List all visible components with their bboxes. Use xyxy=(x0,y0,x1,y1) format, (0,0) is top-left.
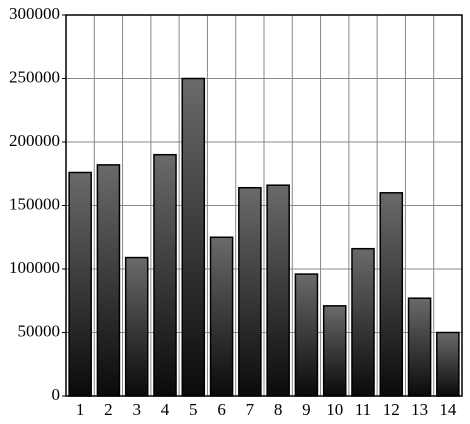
y-tick-label: 0 xyxy=(52,385,61,404)
y-tick-label: 50000 xyxy=(18,321,61,340)
x-tick-label: 7 xyxy=(246,400,255,419)
x-tick-label: 3 xyxy=(132,400,141,419)
bar xyxy=(124,256,149,397)
bar xyxy=(209,236,234,397)
bar xyxy=(407,297,432,397)
x-tick-label: 6 xyxy=(217,400,226,419)
x-tick-label: 5 xyxy=(189,400,198,419)
y-tick-label: 200000 xyxy=(9,131,60,150)
x-tick-label: 14 xyxy=(439,400,457,419)
bar xyxy=(68,171,92,397)
bar xyxy=(266,184,290,397)
bar xyxy=(379,192,404,397)
x-tick-label: 8 xyxy=(274,400,283,419)
bar xyxy=(322,305,347,397)
bar xyxy=(294,273,319,397)
y-tick-label: 300000 xyxy=(9,4,60,23)
bar xyxy=(436,331,460,397)
x-tick-label: 2 xyxy=(104,400,113,419)
x-tick-label: 9 xyxy=(302,400,311,419)
y-tick-label: 100000 xyxy=(9,258,60,277)
bar xyxy=(351,247,375,397)
x-tick-label: 10 xyxy=(326,400,343,419)
x-tick-label: 1 xyxy=(76,400,85,419)
x-tick-label: 4 xyxy=(161,400,170,419)
x-tick-label: 11 xyxy=(355,400,371,419)
bar xyxy=(181,77,206,397)
y-tick-label: 250000 xyxy=(9,67,60,86)
x-tick-label: 13 xyxy=(411,400,428,419)
bar xyxy=(96,164,121,397)
y-tick-label: 150000 xyxy=(9,194,60,213)
x-tick-label: 12 xyxy=(383,400,400,419)
bar xyxy=(153,153,177,397)
bar xyxy=(238,186,262,397)
